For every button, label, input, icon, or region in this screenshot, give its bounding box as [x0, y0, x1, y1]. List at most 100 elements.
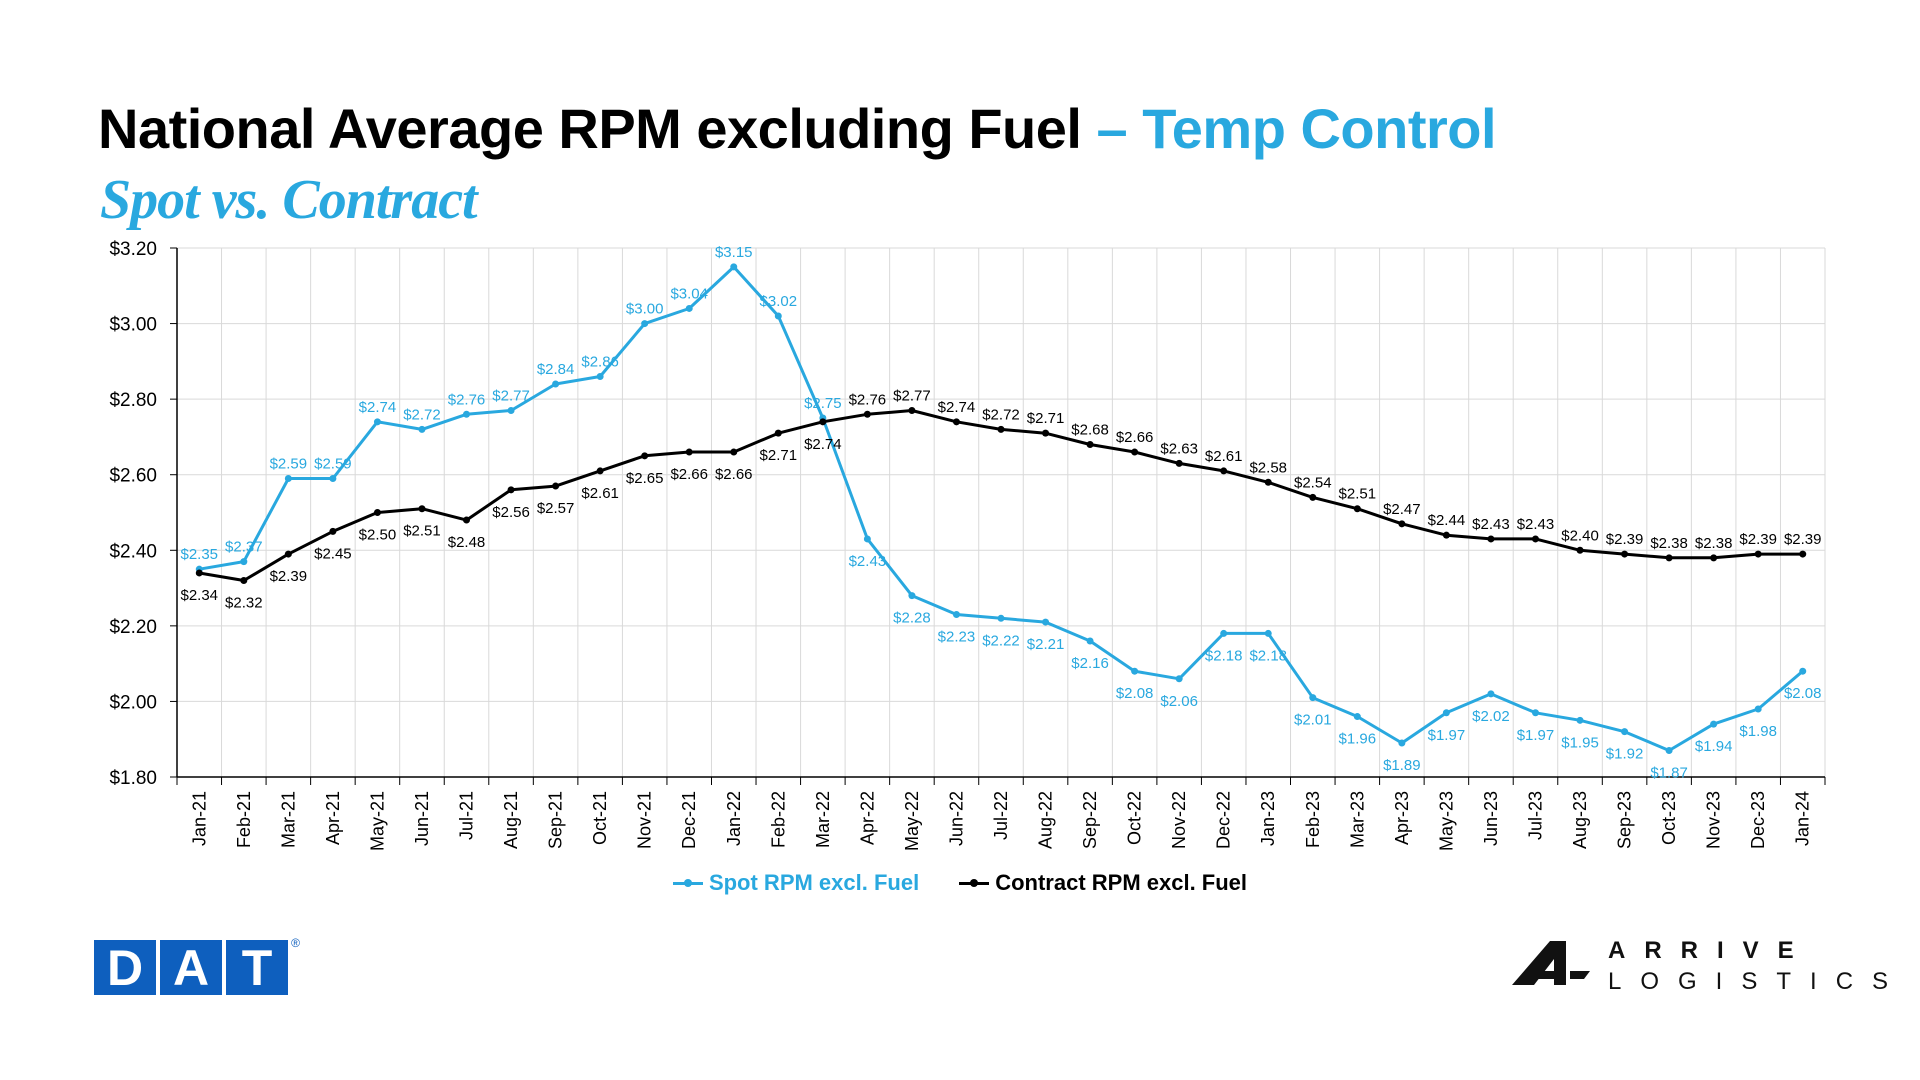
data-label-spot: $3.00 — [626, 301, 664, 318]
x-tick-label: Nov-21 — [635, 791, 655, 849]
data-label-contract: $2.72 — [982, 406, 1020, 423]
data-label-spot: $2.08 — [1784, 685, 1822, 702]
data-point-spot — [1264, 629, 1272, 637]
data-point-contract — [774, 429, 782, 437]
series-line-spot — [199, 265, 1804, 752]
data-point-spot — [730, 263, 738, 271]
legend-label-spot: Spot RPM excl. Fuel — [708, 870, 920, 895]
data-point-contract — [373, 509, 381, 516]
data-label-contract: $2.74 — [938, 399, 976, 416]
data-label-contract: $2.44 — [1428, 512, 1466, 529]
data-point-contract — [908, 406, 916, 414]
x-tick-label: Jan-24 — [1793, 791, 1813, 846]
data-label-spot: $3.04 — [670, 285, 708, 302]
data-label-spot: $1.92 — [1606, 746, 1644, 763]
data-point-spot — [774, 312, 782, 320]
chart-subtitle: Spot vs. Contract — [100, 169, 478, 231]
data-point-spot — [1576, 716, 1584, 724]
data-label-contract: $2.77 — [893, 387, 931, 404]
y-tick-label: $2.80 — [109, 390, 157, 411]
data-label-spot: $2.59 — [270, 455, 308, 472]
data-label-contract: $2.71 — [760, 447, 798, 464]
data-label-contract: $2.58 — [1249, 459, 1287, 476]
data-point-spot — [997, 614, 1005, 622]
data-point-spot — [685, 304, 693, 312]
data-point-spot — [1799, 667, 1807, 675]
x-tick-label: Apr-22 — [857, 791, 877, 845]
data-label-contract: $2.39 — [1606, 531, 1644, 548]
line-chart: $1.80 $2.00 $2.20 $2.40 $2.60 $2.80 $3.00 $3.20… — [109, 239, 1826, 851]
x-tick-label: Aug-23 — [1570, 791, 1590, 849]
data-label-contract: $2.66 — [1116, 429, 1154, 446]
data-label-spot: $1.97 — [1428, 727, 1466, 744]
data-point-spot — [1621, 728, 1629, 736]
data-point-contract — [1621, 550, 1629, 558]
chart-title-main: National Average RPM excluding Fuel — [98, 97, 1082, 160]
data-point-contract — [1576, 546, 1584, 554]
legend-item-contract: Contract RPM excl. Fuel — [959, 870, 1247, 896]
arrive-wordmark-line2: LOGISTICS — [1608, 968, 1908, 995]
data-label-contract: $2.34 — [180, 587, 218, 604]
data-label-spot: $2.18 — [1249, 647, 1287, 664]
x-tick-label: Aug-22 — [1036, 791, 1056, 849]
chart-axes: $1.80 $2.00 $2.20 $2.40 $2.60 $2.80 $3.00 $3.20… — [109, 239, 1826, 851]
data-point-contract — [418, 505, 426, 513]
data-point-spot — [1710, 720, 1718, 728]
data-point-spot — [284, 474, 292, 482]
data-point-contract — [1487, 535, 1495, 543]
data-point-spot — [463, 410, 471, 418]
data-label-contract: $2.65 — [626, 470, 664, 487]
data-point-contract — [1531, 535, 1539, 543]
data-label-contract: $2.43 — [1517, 516, 1555, 533]
data-label-spot: $2.22 — [982, 632, 1020, 649]
data-label-spot: $1.89 — [1383, 757, 1421, 774]
x-tick-label: Dec-22 — [1214, 791, 1234, 849]
x-tick-label: Aug-21 — [501, 791, 521, 849]
data-point-contract — [1665, 554, 1673, 562]
data-point-contract — [819, 418, 827, 426]
data-point-contract — [730, 448, 738, 456]
data-label-contract: $2.61 — [1205, 448, 1243, 465]
data-point-spot — [1220, 629, 1228, 637]
data-point-spot — [240, 558, 248, 566]
x-tick-label: Apr-23 — [1392, 791, 1412, 845]
data-label-contract: $2.39 — [1784, 531, 1822, 548]
x-tick-label: Mar-23 — [1347, 791, 1367, 848]
data-point-spot — [1398, 739, 1406, 747]
data-point-spot — [1442, 709, 1450, 717]
data-label-spot: $2.06 — [1160, 693, 1198, 710]
legend-swatch-contract — [959, 876, 990, 890]
data-point-contract — [195, 569, 203, 577]
data-label-contract: $2.76 — [849, 391, 887, 408]
data-label-spot: $2.86 — [581, 353, 619, 370]
x-tick-label: Nov-23 — [1704, 791, 1724, 849]
data-point-spot — [418, 425, 426, 433]
arrive-logo-icon — [1512, 941, 1590, 985]
data-label-contract: $2.32 — [225, 595, 263, 612]
data-label-spot: $2.37 — [225, 539, 263, 556]
data-label-spot: $2.43 — [849, 553, 887, 570]
data-label-spot: $2.75 — [804, 395, 842, 412]
y-tick-label: $1.80 — [109, 768, 157, 789]
data-point-contract — [1264, 478, 1272, 486]
data-label-contract: $2.71 — [1027, 410, 1065, 427]
data-point-contract — [1754, 550, 1762, 558]
data-point-contract — [1799, 550, 1807, 558]
data-point-contract — [641, 452, 649, 460]
y-tick-label: $3.20 — [109, 239, 157, 260]
chart-grid — [177, 247, 1826, 777]
chart-title: National Average RPM excluding Fuel – Te… — [98, 96, 1497, 161]
data-label-contract: $2.74 — [804, 436, 842, 453]
data-point-spot — [329, 474, 337, 482]
data-label-spot: $2.08 — [1116, 685, 1154, 702]
data-label-contract: $2.66 — [715, 466, 753, 483]
data-point-contract — [552, 482, 560, 490]
dat-registered-mark: ® — [291, 936, 300, 950]
data-label-contract: $2.39 — [270, 568, 308, 585]
data-point-contract — [596, 467, 604, 475]
data-label-contract: $2.48 — [448, 534, 486, 551]
x-tick-label: Jun-22 — [946, 791, 966, 846]
data-label-contract: $2.51 — [1339, 486, 1377, 503]
x-tick-label: Nov-22 — [1169, 791, 1189, 849]
chart-data-labels: $2.35 $2.34 $2.37 $2.32 $2.59 $2.39 $2.59 $2.45… — [180, 244, 1821, 782]
